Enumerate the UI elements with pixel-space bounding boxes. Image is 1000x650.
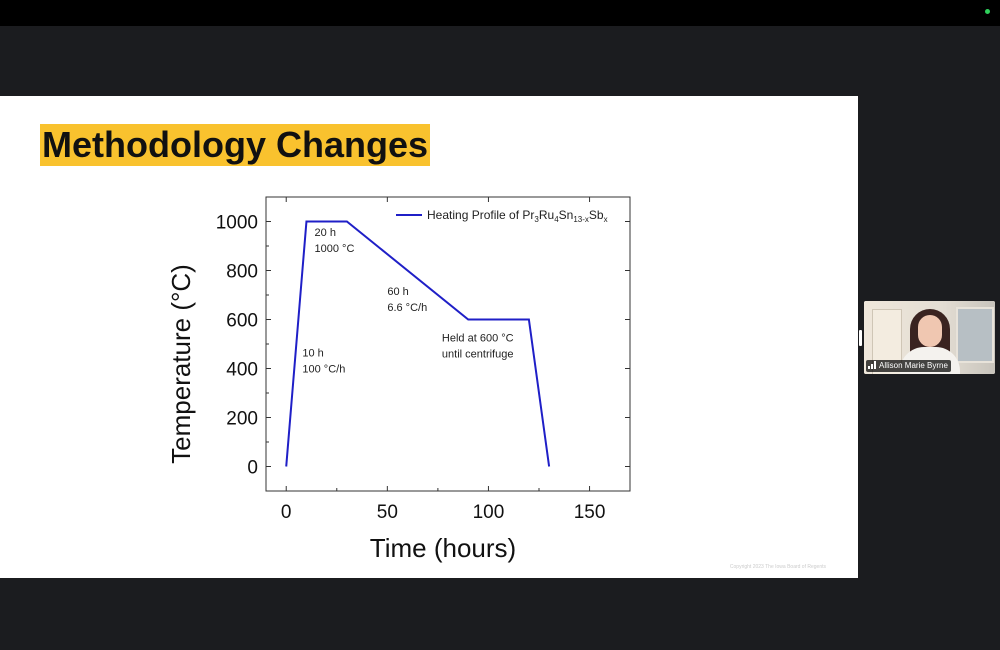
- y-tick-label-1000: 1000: [216, 213, 258, 234]
- y-tick-label-200: 200: [226, 409, 258, 430]
- annotation-2-line-1: 6.6 °C/h: [387, 302, 427, 314]
- x-tick-label-0: 0: [281, 502, 292, 523]
- slide-copyright: Copyright 2023 The Iowa Board of Regents: [729, 564, 826, 570]
- y-tick-label-0: 0: [247, 458, 258, 479]
- x-tick-label-150: 150: [574, 502, 606, 523]
- heating-profile-chart: 0 200 400 600 800 1000 0 50 100 150 Time (hours) Te…: [166, 196, 631, 563]
- y-tick-label-800: 800: [226, 262, 258, 283]
- annotation-3-line-1: until centrifuge: [442, 349, 514, 361]
- participant-name-tag: Allison Marie Byrne: [866, 360, 951, 372]
- annotation-2-line-0: 60 h: [387, 286, 408, 298]
- status-dot-icon: [985, 9, 990, 14]
- meeting-top-bar: [0, 0, 1000, 26]
- annotation-0-line-0: 10 h: [302, 347, 323, 359]
- y-tick-label-600: 600: [226, 311, 258, 332]
- shared-slide: Methodology Changes 0 200 400 600 800 1000 0 50…: [0, 96, 858, 578]
- slide-title: Methodology Changes: [40, 124, 430, 166]
- signal-strength-icon: [868, 361, 877, 369]
- annotation-3-line-0: Held at 600 °C: [442, 333, 514, 345]
- x-tick-label-100: 100: [473, 502, 505, 523]
- participant-name: Allison Marie Byrne: [879, 361, 948, 370]
- x-tick-label-50: 50: [377, 502, 398, 523]
- annotation-1-line-1: 1000 °C: [315, 243, 355, 255]
- y-tick-label-400: 400: [226, 360, 258, 381]
- participant-face: [918, 315, 942, 347]
- series-line-0: [285, 220, 551, 467]
- legend-label: Heating Profile of Pr3Ru4Sn13-xSbx: [427, 208, 608, 224]
- x-axis-label: Time (hours): [370, 533, 516, 563]
- panel-resize-handle[interactable]: [859, 330, 862, 346]
- annotation-0-line-1: 100 °C/h: [302, 363, 345, 375]
- video-window: [956, 307, 994, 363]
- y-axis-label: Temperature (°C): [166, 264, 196, 464]
- annotation-1-line-0: 20 h: [315, 227, 336, 239]
